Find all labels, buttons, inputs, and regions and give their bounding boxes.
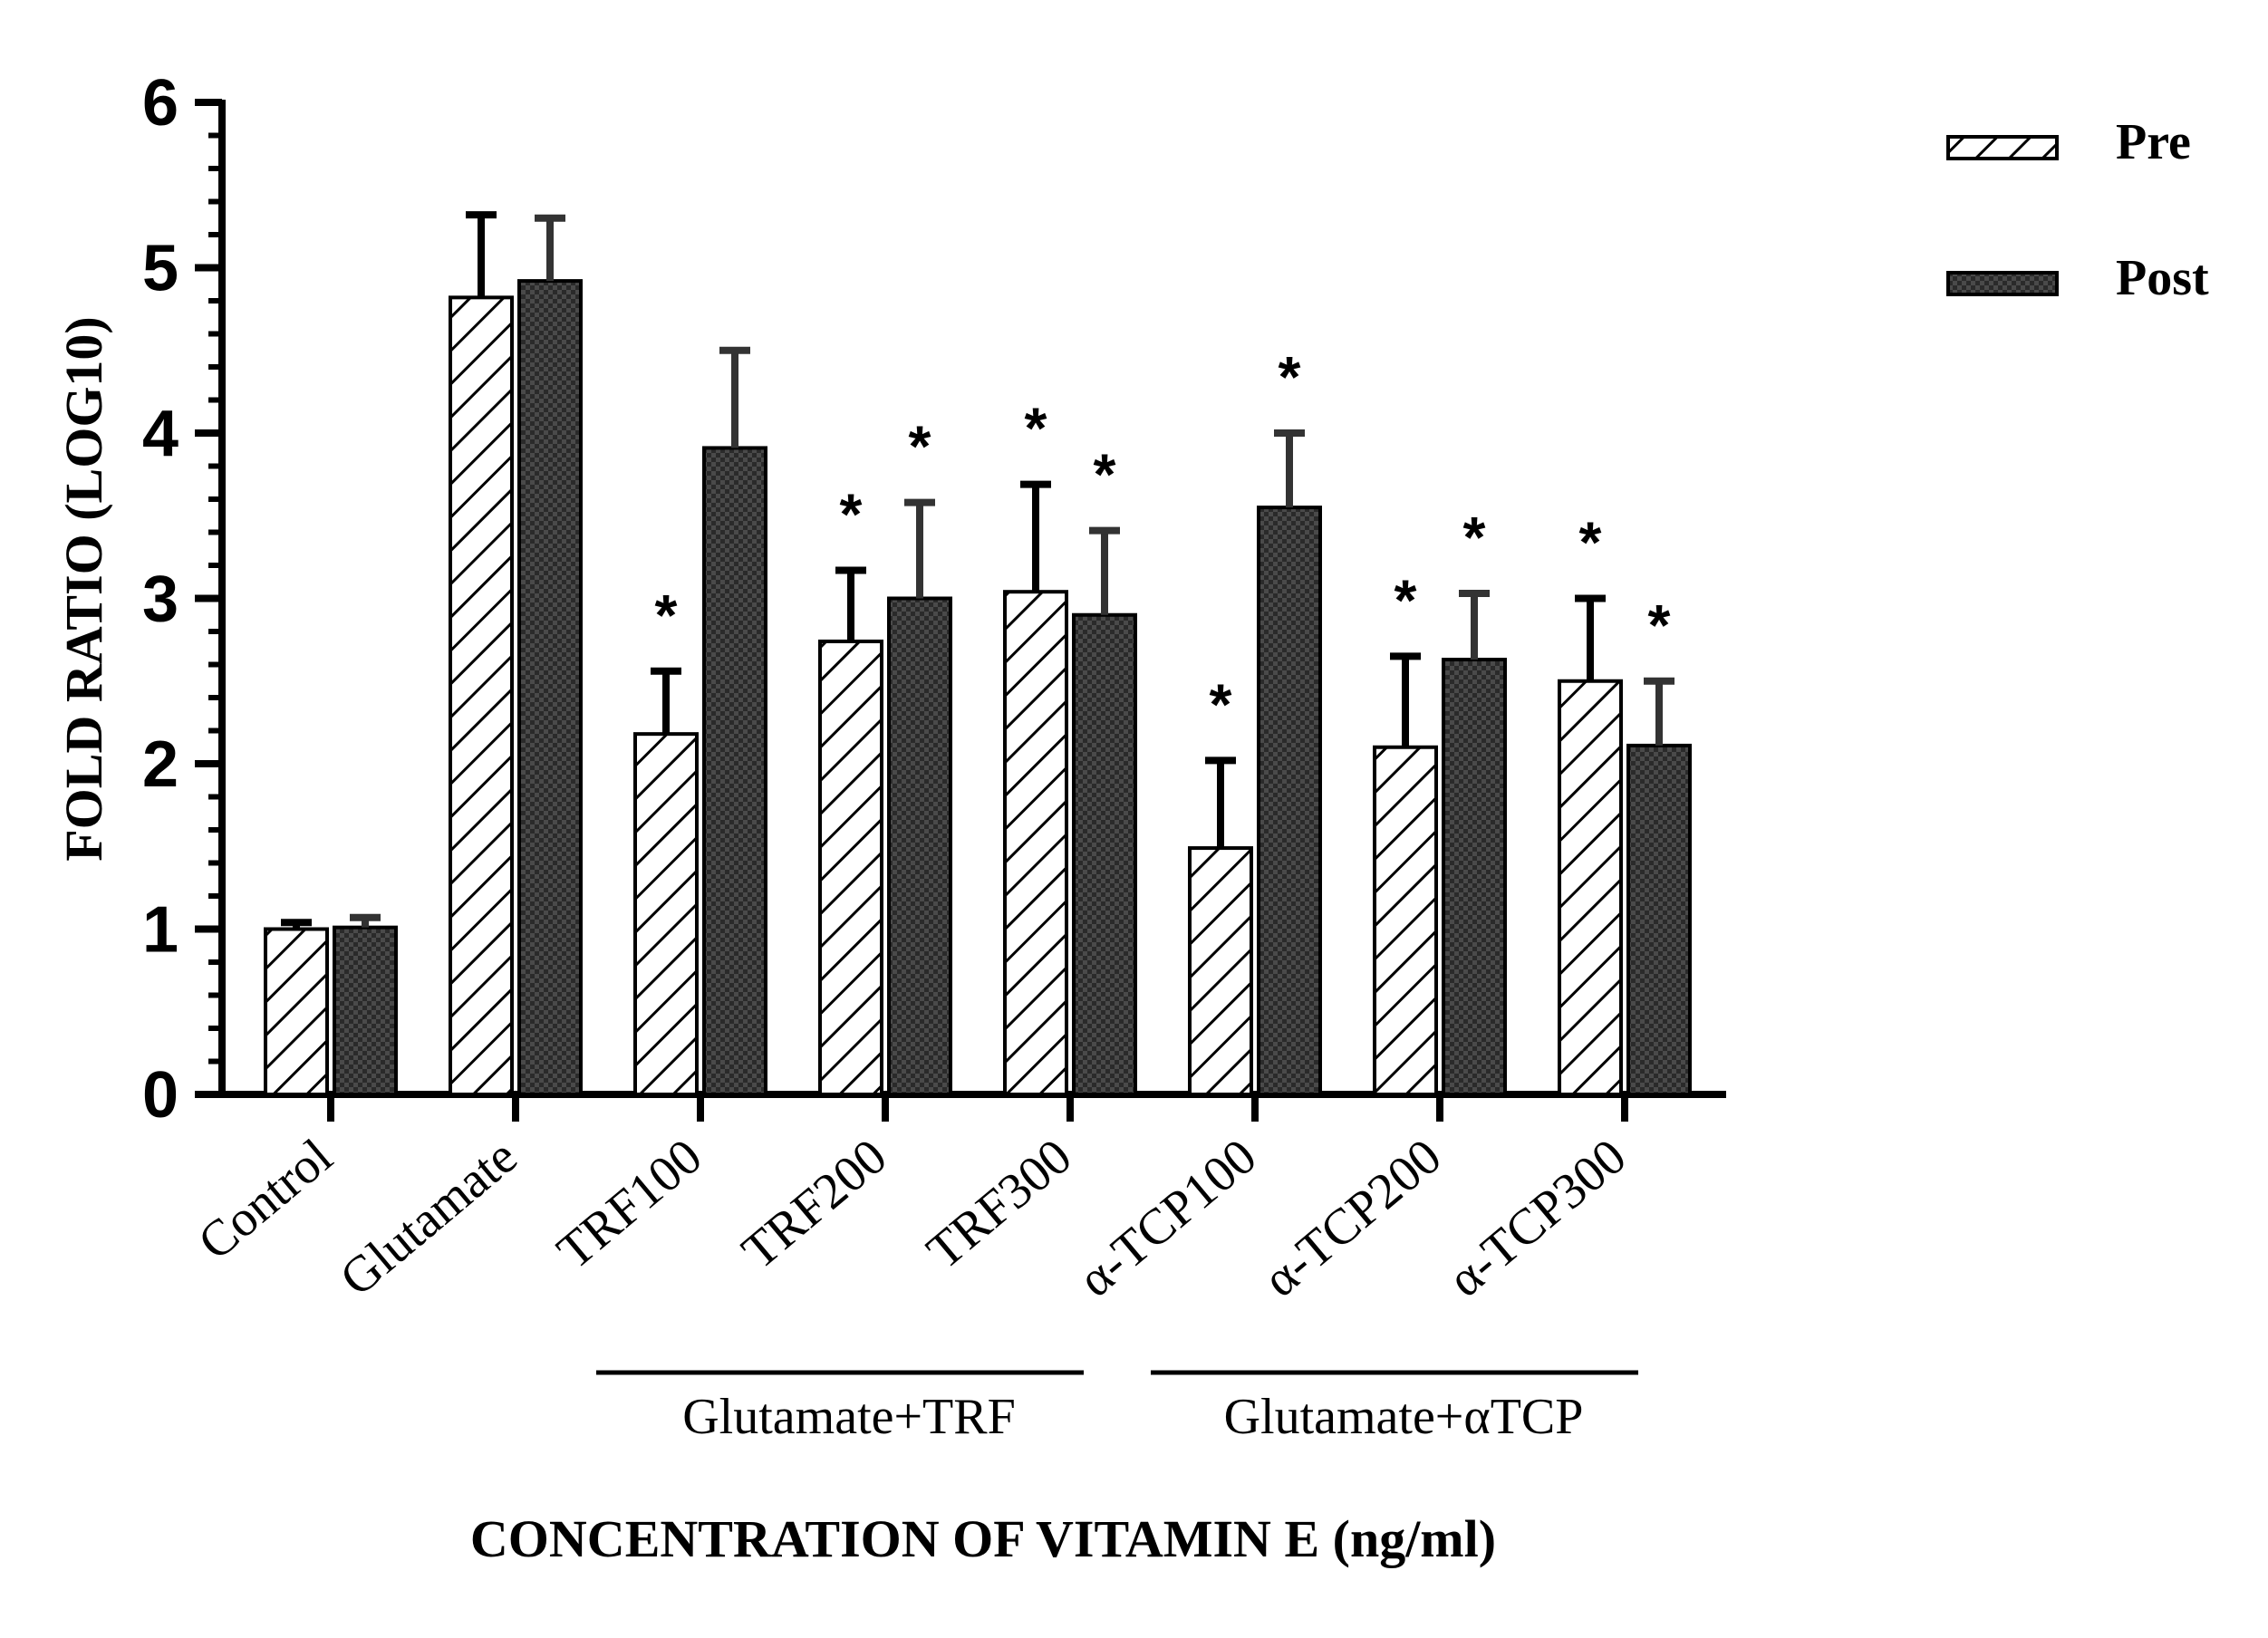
significance-star: * [840,481,863,546]
y-tick-label: 4 [142,398,179,470]
legend-swatch-post [1946,271,2059,296]
y-tick-label: 2 [142,728,179,801]
x-tick-label: TRF200 [731,1128,897,1280]
legend-swatch-pre [1946,135,2059,160]
bar-post [1257,506,1322,1096]
y-tick-label: 0 [142,1059,179,1132]
bar-post [1626,743,1692,1096]
bar-post [702,446,767,1096]
group-brackets: Glutamate+TRF Glutamate+αTCP [596,1370,1638,1445]
legend-label-post: Post [2116,250,2209,306]
y-axis: 0 1 2 3 4 5 6 [142,67,226,1132]
bar-pre [1188,846,1253,1096]
bars: * * * * * * * * * * * [264,211,1692,1097]
x-axis-title: CONCENTRATION OF VITAMIN E (ng/ml) [470,1509,1496,1568]
bar-pre [449,295,514,1097]
significance-star: * [1579,510,1602,575]
x-tick-label: Control [188,1128,343,1270]
significance-star: * [1279,344,1301,410]
bar-pre [633,732,699,1097]
bar-pre [1003,590,1068,1096]
y-tick-label: 1 [142,894,179,967]
y-axis-title: FOLD RATIO (LOG10) [54,316,113,862]
bar-pre [264,927,329,1096]
x-tick-label: α-TCP200 [1253,1128,1452,1307]
bar-pre [818,639,883,1096]
bar-pre [1373,745,1438,1096]
bar-post [333,925,398,1096]
x-tick-label: TRF100 [546,1128,712,1280]
significance-star: * [1395,567,1417,632]
y-tick-label: 3 [142,564,179,636]
bar-post [887,596,952,1096]
bar-post [1442,658,1507,1097]
legend-label-pre: Pre [2116,114,2191,170]
significance-star: * [1210,671,1232,737]
significance-star: * [1025,396,1047,461]
legend: Pre Post [1946,114,2209,306]
y-tick-label: 5 [142,233,179,305]
x-tick-label: α-TCP300 [1438,1128,1637,1307]
x-tick-label: TRF300 [916,1128,1082,1280]
significance-star: * [1463,505,1486,570]
significance-star: * [655,583,678,648]
y-tick-label: 6 [142,67,179,140]
group-label: Glutamate+αTCP [1224,1389,1584,1445]
significance-star: * [909,414,931,479]
bar-post [517,279,583,1097]
bar-pre [1558,679,1623,1096]
significance-star: * [1648,593,1671,658]
significance-star: * [1094,442,1116,507]
group-label: Glutamate+TRF [682,1389,1016,1445]
x-tick-label: Glutamate [330,1128,528,1306]
bar-post [1072,612,1137,1096]
x-tick-label: α-TCP100 [1068,1128,1268,1307]
